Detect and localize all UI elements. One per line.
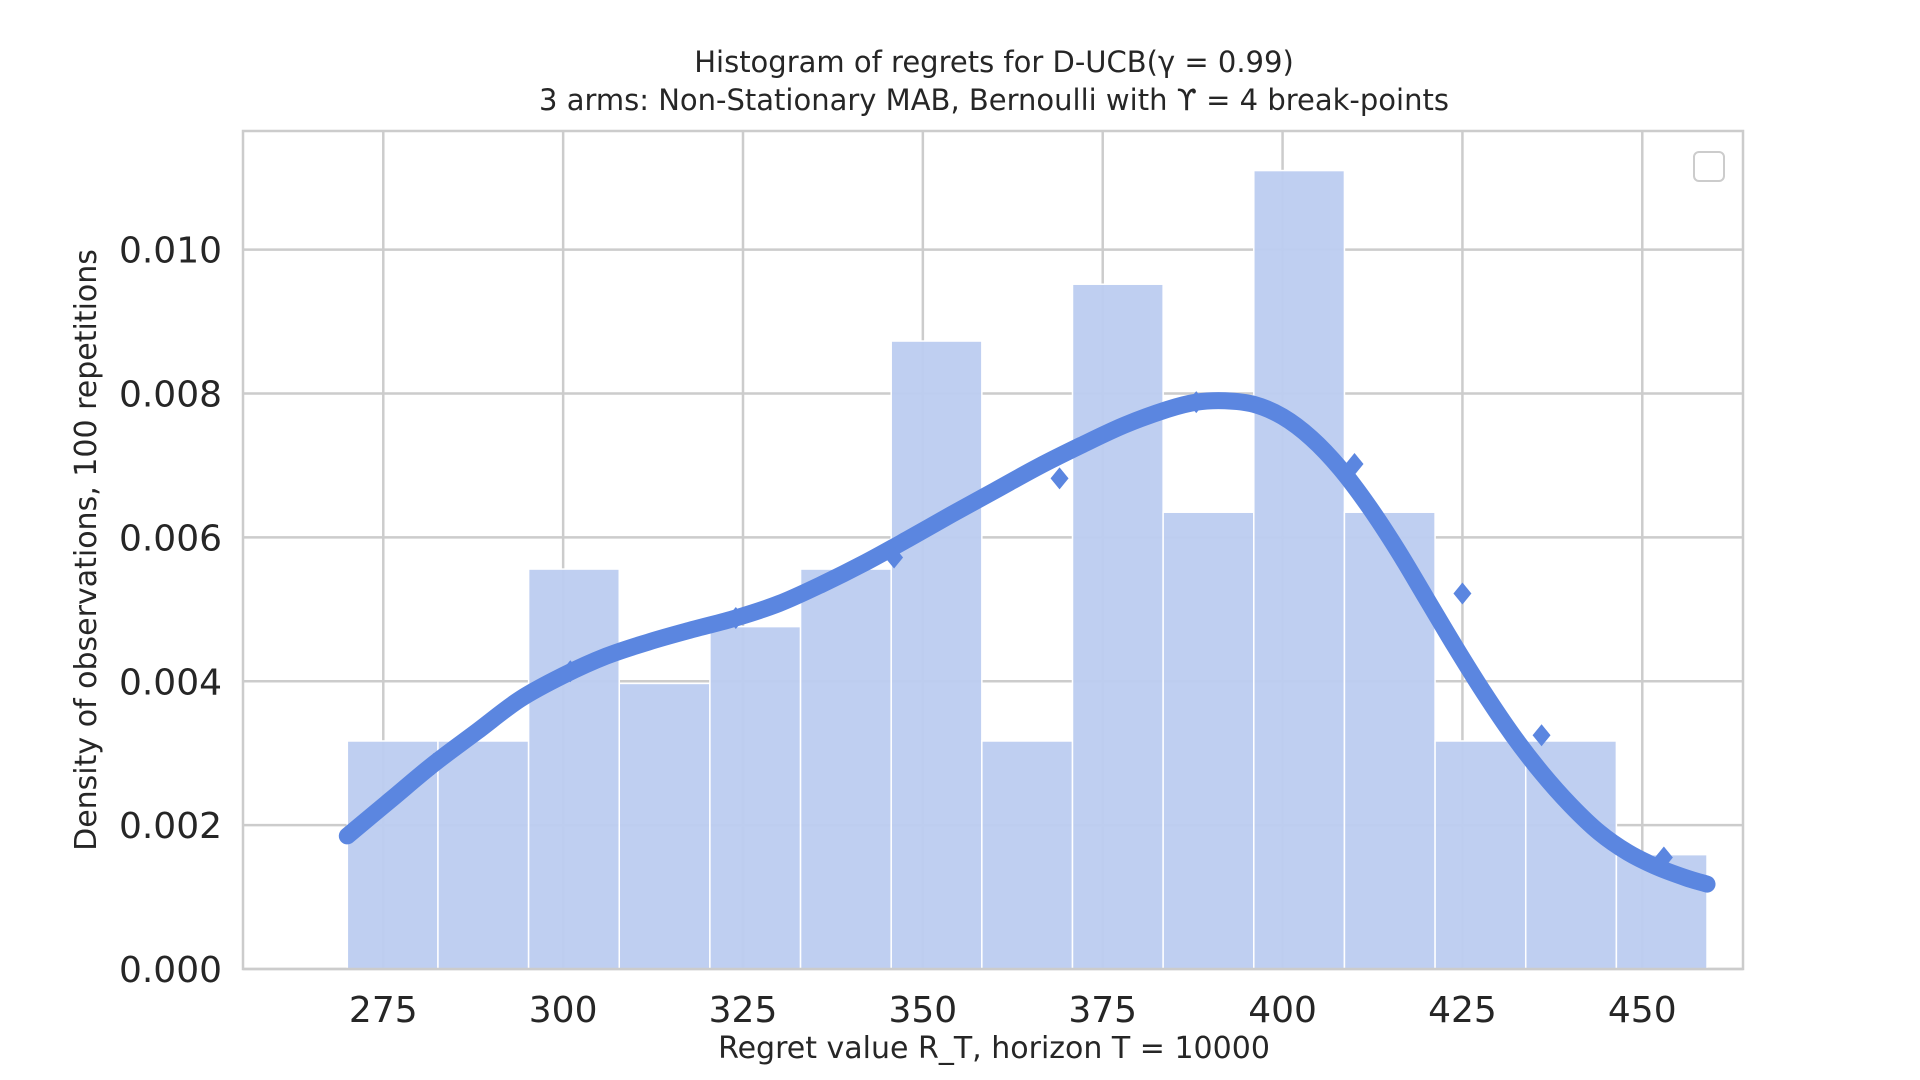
x-tick-label: 375	[1068, 990, 1137, 1031]
y-tick-label: 0.000	[119, 950, 222, 991]
x-tick-label: 425	[1428, 990, 1497, 1031]
kde-marker	[424, 752, 443, 775]
kde-marker	[1453, 582, 1472, 605]
y-tick-label: 0.004	[119, 662, 222, 703]
histogram-bar	[890, 340, 983, 970]
kde-marker	[726, 606, 745, 629]
histogram-bar	[1434, 740, 1527, 970]
x-tick-label: 400	[1248, 990, 1317, 1031]
histogram-bar	[709, 625, 802, 970]
x-tick-label: 300	[529, 990, 598, 1031]
histogram-bar	[1071, 283, 1164, 970]
histogram-bar	[527, 568, 621, 970]
x-tick-label: 350	[888, 990, 957, 1031]
kde-marker	[1654, 846, 1673, 869]
kde-marker	[561, 660, 580, 683]
kde-curve-group	[338, 391, 1716, 893]
y-tick-label: 0.008	[119, 375, 222, 416]
y-axis-label: Density of observations, 100 repetitions	[69, 249, 104, 851]
y-tick-label: 0.002	[119, 806, 222, 847]
histogram-bar	[618, 682, 711, 970]
x-tick-label: 325	[709, 990, 778, 1031]
histogram-bar	[981, 740, 1074, 970]
x-tick-label: 275	[349, 990, 418, 1031]
chart-title-line-2: 3 arms: Non-Stationary MAB, Bernoulli wi…	[539, 83, 1449, 117]
kde-marker	[885, 546, 904, 569]
x-tick-label: 450	[1608, 990, 1677, 1031]
kde-marker	[1532, 724, 1551, 747]
x-axis-label: Regret value R_T, horizon T = 10000	[718, 1031, 1270, 1066]
y-tick-label: 0.010	[119, 231, 222, 272]
chart-title-line-1: Histogram of regrets for D-UCB(γ = 0.99)	[694, 45, 1294, 79]
plot-frame	[241, 129, 1745, 971]
histogram-bar	[1162, 511, 1255, 970]
histogram-bar	[799, 568, 892, 970]
kde-marker	[1345, 453, 1364, 476]
x-tick-labels: 275 300 325 350 375 400 425 450	[349, 990, 1677, 1031]
histogram-bar	[1253, 169, 1346, 970]
histogram-bars	[346, 169, 1708, 970]
kde-curve	[338, 392, 1716, 893]
histogram-bar	[346, 740, 439, 970]
y-tick-label: 0.006	[119, 518, 222, 559]
histogram-bar	[437, 740, 530, 970]
kde-marker	[1187, 391, 1206, 414]
kde-marker	[1050, 467, 1069, 490]
y-tick-labels: 0.000 0.002 0.004 0.006 0.008 0.010	[119, 231, 222, 991]
legend-box	[1693, 151, 1725, 182]
